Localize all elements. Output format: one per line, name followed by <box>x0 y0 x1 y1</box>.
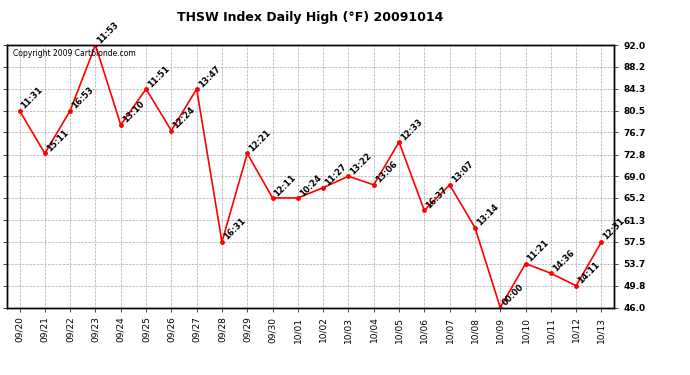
Text: 16:53: 16:53 <box>70 86 95 111</box>
Text: 13:10: 13:10 <box>121 100 146 125</box>
Text: 15:11: 15:11 <box>45 128 70 153</box>
Text: Copyright 2009 Cartblonde.com: Copyright 2009 Cartblonde.com <box>13 49 136 58</box>
Text: 11:51: 11:51 <box>146 64 171 89</box>
Text: 10:24: 10:24 <box>298 172 323 198</box>
Text: 12:33: 12:33 <box>399 117 424 142</box>
Text: 14:36: 14:36 <box>551 248 576 273</box>
Text: 13:14: 13:14 <box>475 202 500 228</box>
Text: 14:11: 14:11 <box>576 261 602 286</box>
Text: 16:31: 16:31 <box>222 217 247 242</box>
Text: 11:21: 11:21 <box>526 238 551 264</box>
Text: 12:24: 12:24 <box>171 105 197 130</box>
Text: 13:47: 13:47 <box>197 64 222 89</box>
Text: THSW Index Daily High (°F) 20091014: THSW Index Daily High (°F) 20091014 <box>177 11 444 24</box>
Text: 13:06: 13:06 <box>374 160 399 185</box>
Text: 12:31: 12:31 <box>602 217 627 242</box>
Text: 11:53: 11:53 <box>95 20 121 45</box>
Text: 12:21: 12:21 <box>247 128 273 153</box>
Text: 16:37: 16:37 <box>424 185 450 210</box>
Text: 11:27: 11:27 <box>323 162 348 188</box>
Text: 00:00: 00:00 <box>500 282 525 308</box>
Text: 13:22: 13:22 <box>348 151 374 176</box>
Text: 13:07: 13:07 <box>450 160 475 185</box>
Text: 12:11: 12:11 <box>273 172 298 198</box>
Text: 11:31: 11:31 <box>19 86 45 111</box>
